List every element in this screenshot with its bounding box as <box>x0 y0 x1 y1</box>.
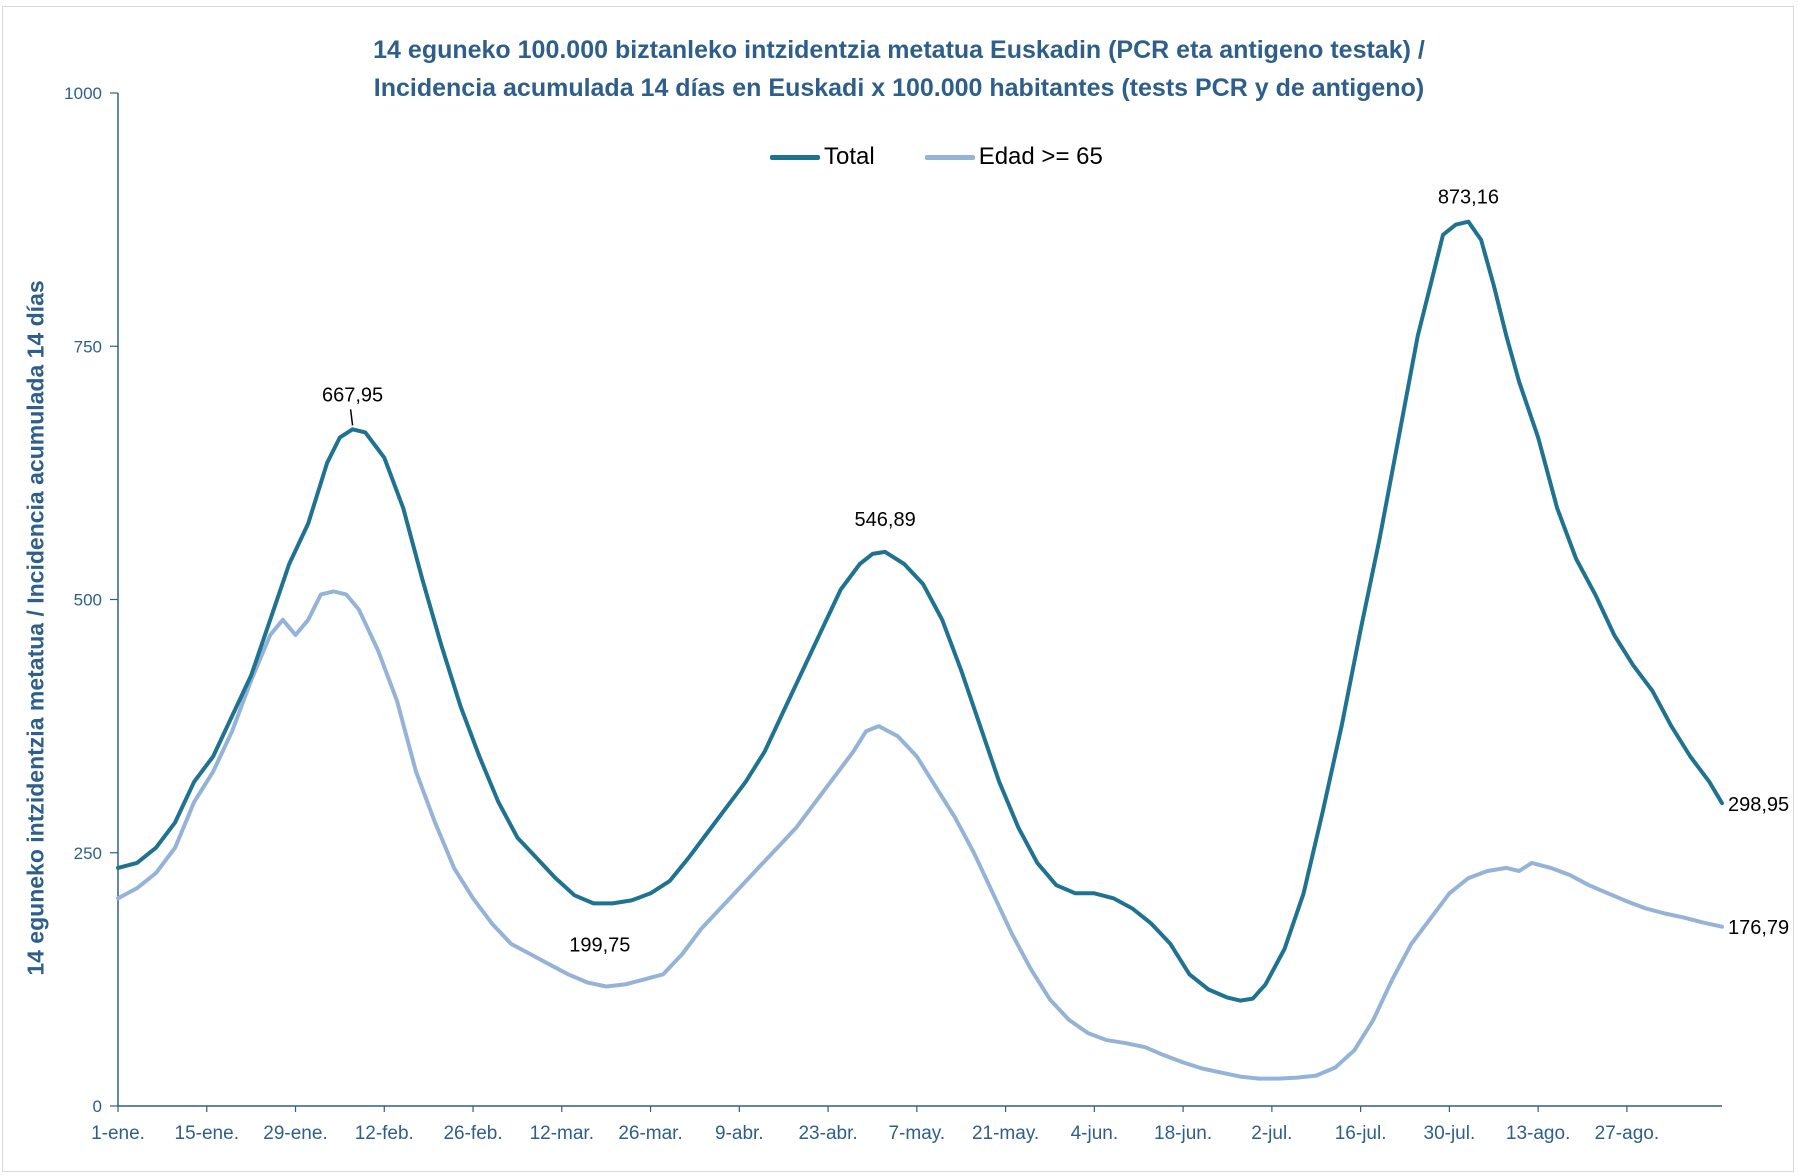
x-tick-label: 4-jun. <box>1071 1123 1119 1144</box>
x-tick-label: 27-ago. <box>1595 1123 1659 1144</box>
data-label: 667,95 <box>322 384 383 406</box>
data-label: 176,79 <box>1728 917 1789 939</box>
x-tick-label: 2-jul. <box>1251 1123 1292 1144</box>
x-tick-label: 30-jul. <box>1424 1123 1476 1144</box>
data-labels-layer: 667,95 199,75 546,89 873,16 298,95 176,79 <box>322 186 1789 956</box>
chart-frame <box>2 6 1794 1172</box>
axes: 0 250 500 750 1000 1-ene. 15-ene. 29-ene. 12-feb… <box>64 84 1722 1144</box>
legend-label-edad: Edad >= 65 <box>978 143 1103 170</box>
x-tick-label: 26-feb. <box>443 1123 502 1144</box>
chart-title-line2: Incidencia acumulada 14 días en Euskadi … <box>373 74 1425 102</box>
x-tick-label: 26-mar. <box>618 1123 682 1144</box>
chart-title-line1: 14 eguneko 100.000 biztanleko intzidentz… <box>373 36 1425 64</box>
y-tick-label: 250 <box>74 844 102 863</box>
x-tick-label: 9-abr. <box>715 1123 764 1144</box>
x-tick-label: 1-ene. <box>91 1123 145 1144</box>
legend-label-total: Total <box>824 143 875 170</box>
data-label: 546,89 <box>855 509 916 531</box>
x-tick-label: 7-may. <box>888 1123 945 1144</box>
x-tick-label: 12-mar. <box>530 1123 594 1144</box>
x-tick-label: 13-ago. <box>1506 1123 1570 1144</box>
x-tick-label: 21-may. <box>972 1123 1039 1144</box>
y-tick-label: 750 <box>74 337 102 356</box>
series-layer <box>116 219 1724 1081</box>
y-tick-label: 500 <box>74 591 102 610</box>
y-tick-label: 1000 <box>64 84 102 103</box>
x-tick-label: 18-jun. <box>1154 1123 1212 1144</box>
y-tick-label: 0 <box>93 1097 102 1116</box>
data-label: 199,75 <box>569 935 630 957</box>
data-label: 298,95 <box>1728 794 1789 816</box>
x-tick-label: 16-jul. <box>1335 1123 1387 1144</box>
x-tick-label: 12-feb. <box>355 1123 414 1144</box>
data-label-leader <box>349 409 354 426</box>
legend-item-edad: Edad >= 65 <box>924 143 1103 171</box>
series-line-total <box>116 219 1724 1003</box>
x-tick-label: 23-abr. <box>798 1123 857 1144</box>
legend-item-total: Total <box>770 143 875 171</box>
data-label: 873,16 <box>1438 186 1499 208</box>
legend-swatch-edad <box>924 154 975 160</box>
legend: Total Edad >= 65 <box>770 142 1153 172</box>
series-line-edad <box>116 589 1724 1081</box>
x-tick-label: 15-ene. <box>175 1123 239 1144</box>
legend-swatch-total <box>770 154 820 160</box>
x-tick-label: 29-ene. <box>263 1123 327 1144</box>
